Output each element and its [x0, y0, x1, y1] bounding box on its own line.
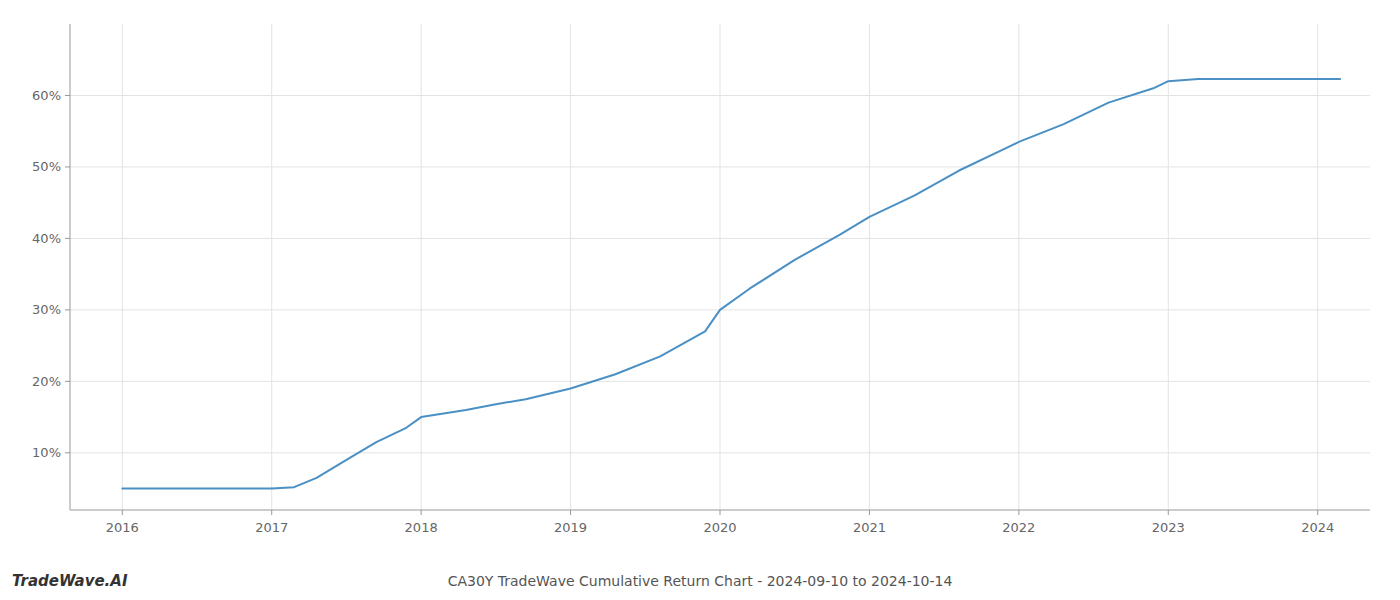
x-axis-line [70, 510, 1370, 511]
chart-svg: 2016 2017 2018 2019 2020 2021 2022 2023 2024 10% 2… [0, 0, 1400, 600]
axes: 2016 2017 2018 2019 2020 2021 2022 2023 2024 10% 2… [32, 24, 1370, 535]
y-grid-line [70, 381, 1370, 382]
x-tick-label: 2017 [255, 520, 288, 535]
x-tick [271, 510, 272, 515]
x-grid-line [570, 24, 571, 510]
background [0, 0, 1400, 600]
y-tick [65, 166, 70, 167]
x-tick-label: 2022 [1002, 520, 1035, 535]
y-tick-label: 40% [32, 231, 61, 246]
x-grid-line [122, 24, 123, 510]
y-tick [65, 309, 70, 310]
x-grid-line [421, 24, 422, 510]
x-tick [122, 510, 123, 515]
x-tick [570, 510, 571, 515]
x-grid-line [1168, 24, 1169, 510]
x-grid-line [271, 24, 272, 510]
y-tick-label: 50% [32, 159, 61, 174]
x-tick-label: 2018 [405, 520, 438, 535]
x-tick-label: 2016 [106, 520, 139, 535]
chart-title: CA30Y TradeWave Cumulative Return Chart … [448, 573, 953, 589]
y-grid-line [70, 95, 1370, 96]
y-tick-label: 60% [32, 88, 61, 103]
y-grid-line [70, 166, 1370, 167]
y-tick-label: 30% [32, 302, 61, 317]
x-grid-line [720, 24, 721, 510]
x-tick [1018, 510, 1019, 515]
x-tick-label: 2020 [703, 520, 736, 535]
y-tick [65, 95, 70, 96]
plot-data [122, 79, 1340, 489]
y-tick [65, 238, 70, 239]
x-tick-label: 2024 [1301, 520, 1334, 535]
x-tick [421, 510, 422, 515]
y-tick-label: 10% [32, 445, 61, 460]
y-tick [65, 381, 70, 382]
x-tick [1168, 510, 1169, 515]
x-grid-line [1317, 24, 1318, 510]
y-tick-label: 20% [32, 374, 61, 389]
x-tick [869, 510, 870, 515]
x-tick-label: 2021 [853, 520, 886, 535]
x-tick-label: 2019 [554, 520, 587, 535]
chart-container: 2016 2017 2018 2019 2020 2021 2022 2023 2024 10% 2… [0, 0, 1400, 600]
y-tick [65, 452, 70, 453]
x-grid-line [869, 24, 870, 510]
y-grid-line [70, 452, 1370, 453]
y-grid-line [70, 238, 1370, 239]
x-grid-line [1018, 24, 1019, 510]
grid [70, 24, 1370, 510]
x-tick [720, 510, 721, 515]
x-tick [1317, 510, 1318, 515]
x-tick-label: 2023 [1152, 520, 1185, 535]
data-line [122, 79, 1340, 489]
y-axis-line [70, 24, 71, 510]
watermark: TradeWave.AI [12, 572, 128, 590]
